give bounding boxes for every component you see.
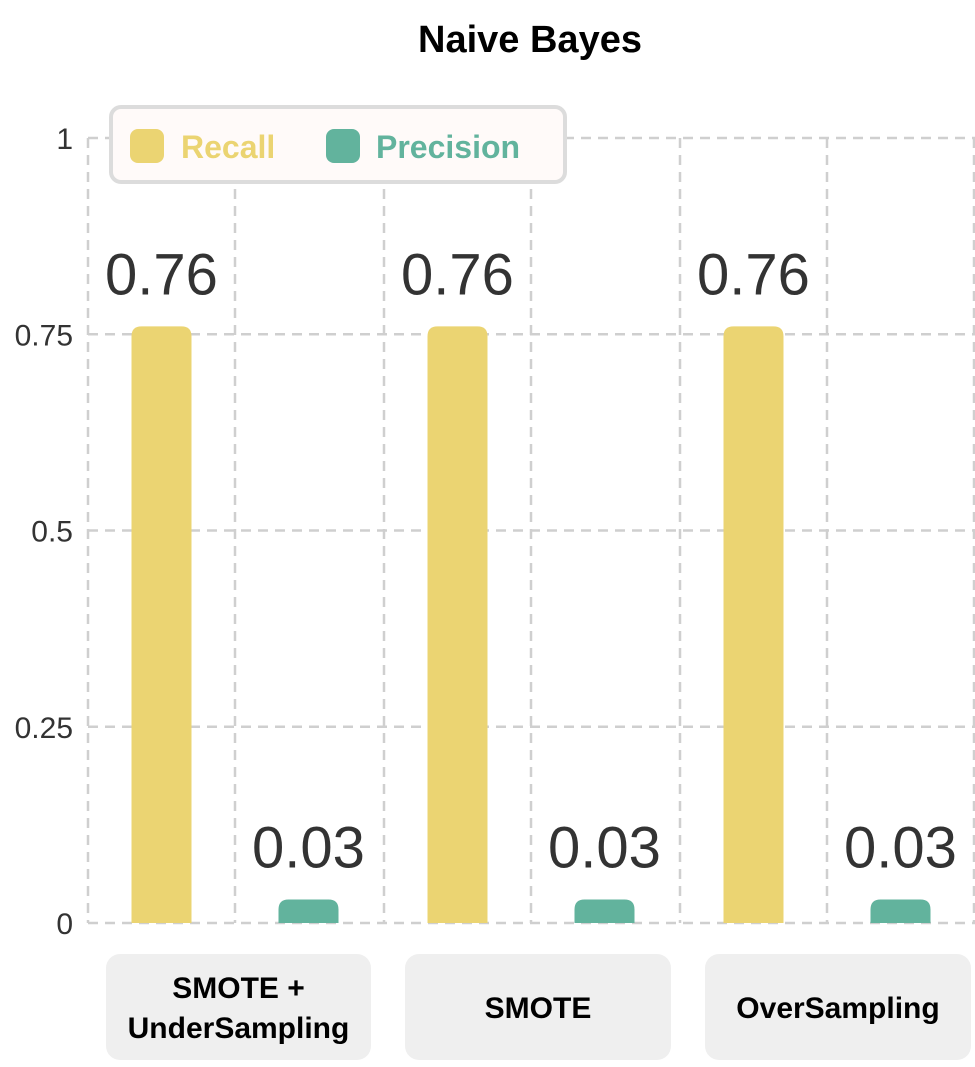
y-tick-label: 1 — [56, 123, 73, 156]
y-tick-label: 0.25 — [15, 712, 73, 745]
y-tick-label: 0 — [56, 908, 73, 941]
data-labels: 0.76 0.03 0.76 0.03 0.76 0.03 — [105, 242, 957, 880]
bar-precision-smote-undersampling — [278, 899, 339, 923]
category-label-box-oversampling — [705, 954, 971, 1060]
bars — [131, 326, 931, 923]
legend-swatch-recall — [130, 129, 164, 163]
data-label-recall-oversampling: 0.76 — [697, 242, 810, 307]
legend-label-recall: Recall — [181, 129, 275, 165]
category-label-box-smote — [405, 954, 671, 1060]
x-tick-label-smote: SMOTE — [485, 992, 592, 1025]
bar-recall-oversampling — [723, 326, 784, 923]
category-label-box-smote-undersampling — [106, 954, 371, 1060]
bar-recall-smote — [427, 326, 488, 923]
data-label-precision-smote: 0.03 — [548, 815, 661, 880]
y-tick-label: 0.75 — [15, 319, 73, 352]
x-axis-labels: SMOTE + UnderSampling SMOTE OverSampling — [106, 954, 971, 1060]
data-label-precision-oversampling: 0.03 — [844, 815, 957, 880]
legend-swatch-precision — [326, 129, 360, 163]
x-tick-label-oversampling: OverSampling — [736, 992, 939, 1025]
data-label-recall-smote-undersampling: 0.76 — [105, 242, 218, 307]
data-label-precision-smote-undersampling: 0.03 — [252, 815, 365, 880]
bar-precision-smote — [574, 899, 635, 923]
legend: Recall Precision — [109, 105, 567, 184]
chart-title: Naive Bayes — [418, 19, 642, 61]
x-tick-label-smote-undersampling: SMOTE + UnderSampling — [128, 972, 350, 1045]
grid-lines — [86, 136, 975, 925]
bar-precision-oversampling — [870, 899, 931, 923]
data-label-recall-smote: 0.76 — [401, 242, 514, 307]
y-tick-label: 0.5 — [31, 516, 73, 549]
bar-recall-smote-undersampling — [131, 326, 192, 923]
legend-label-precision: Precision — [376, 129, 520, 165]
y-axis: 0 0.25 0.5 0.75 1 — [15, 123, 73, 941]
